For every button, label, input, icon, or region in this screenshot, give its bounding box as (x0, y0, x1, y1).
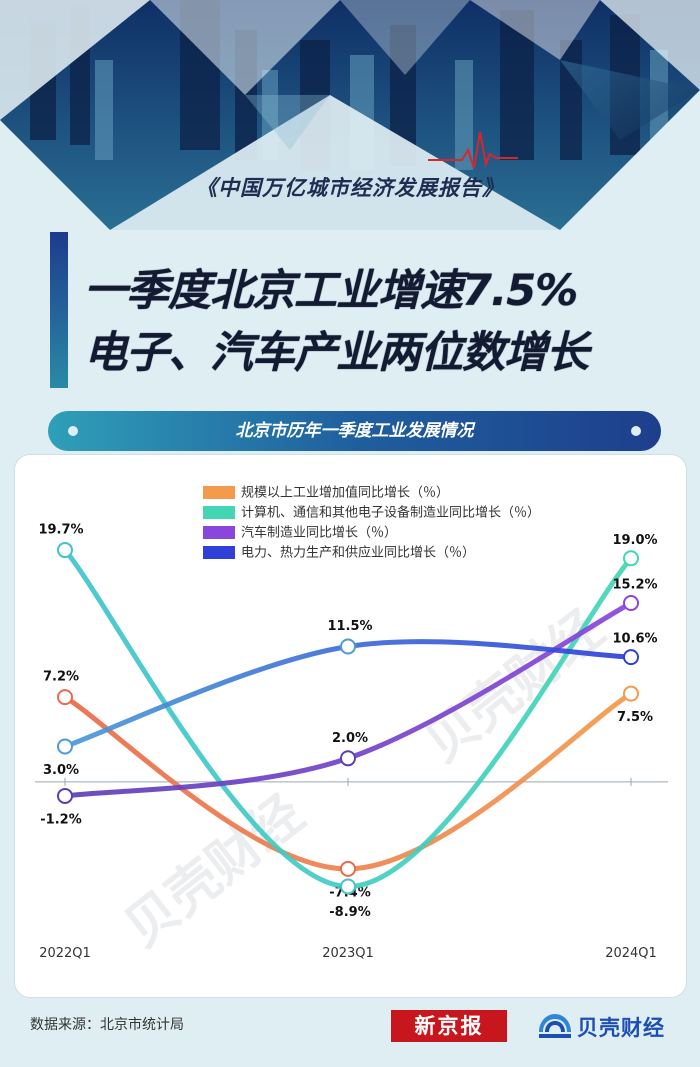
headline-line-2: 电子、汽车产业两位数增长 (84, 328, 589, 378)
legend: 规模以上工业增加值同比增长（％） 计算机、通信和其他电子设备制造业同比增长（％） 汽… (203, 485, 540, 561)
data-source: 数据来源：北京市统计局 (30, 1017, 184, 1033)
data-point (340, 638, 356, 655)
x-tick-label: 2023Q1 (322, 946, 374, 961)
legend-swatch (203, 506, 235, 519)
data-label: 19.7% (38, 523, 83, 538)
pill-dot-right (631, 426, 641, 436)
x-axis-labels: 2022Q1 2023Q1 2024Q1 (39, 946, 657, 961)
data-label: 15.2% (612, 578, 657, 593)
xinjingbao-logo: 新京报 (391, 1010, 507, 1042)
beike-shell-icon (539, 1014, 571, 1038)
section-title: 北京市历年一季度工业发展情况 (235, 421, 474, 441)
data-point (340, 878, 356, 895)
data-label: 11.5% (327, 619, 372, 634)
hero-skyline-graphic (0, 0, 700, 230)
hero-banner: 《中国万亿城市经济发展报告》 (0, 0, 700, 230)
beike-logo-text: 贝壳财经 (577, 1016, 665, 1040)
data-label: 7.2% (43, 670, 79, 685)
data-label: -1.2% (40, 812, 81, 827)
legend-label: 电力、热力生产和供应业同比增长（％） (241, 545, 475, 561)
category-tick-layer (64, 777, 632, 786)
report-name: 《中国万亿城市经济发展报告》 (196, 175, 504, 200)
legend-label: 计算机、通信和其他电子设备制造业同比增长（％） (241, 505, 540, 521)
x-tick-label: 2024Q1 (605, 946, 657, 961)
data-point (57, 542, 73, 559)
section-title-pill: 北京市历年一季度工业发展情况 (48, 411, 661, 451)
data-label: 3.0% (43, 763, 79, 778)
data-point (57, 689, 73, 706)
series-line (62, 547, 634, 890)
legend-swatch (203, 546, 235, 559)
data-label: 10.6% (612, 632, 657, 647)
data-label: -8.9% (329, 905, 370, 920)
data-point (340, 860, 356, 877)
data-point (340, 750, 356, 767)
headline-accent-bar (50, 232, 68, 388)
pill-dot-left (68, 426, 78, 436)
legend-swatch (203, 486, 235, 499)
pulse-line-icon (428, 131, 518, 169)
data-label: 19.0% (612, 533, 657, 548)
data-label: 7.5% (617, 710, 653, 725)
legend-swatch (203, 526, 235, 539)
data-label: 2.0% (332, 731, 368, 746)
data-point (623, 685, 639, 702)
series-layer: 7.2%-7.4%7.5%19.7%-8.9%19.0%-1.2%2.0%15.… (38, 523, 657, 920)
data-point (57, 787, 73, 804)
headline-line-1: 一季度北京工业增速7.5% (84, 266, 578, 316)
data-point (57, 738, 73, 755)
data-point (623, 649, 639, 666)
x-tick-label: 2022Q1 (39, 946, 91, 961)
legend-label: 规模以上工业增加值同比增长（％） (241, 485, 449, 501)
legend-label: 汽车制造业同比增长（％） (241, 525, 397, 541)
data-point (623, 550, 639, 567)
data-point (623, 595, 639, 611)
